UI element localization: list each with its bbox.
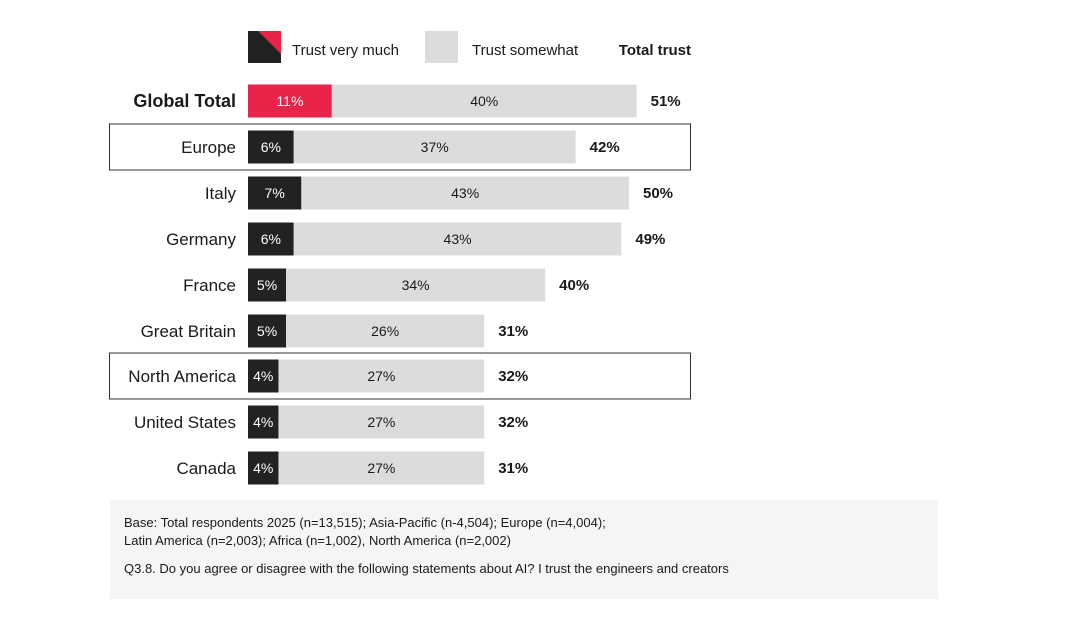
bar-trust-somewhat-italy xyxy=(301,176,629,210)
total-label-north-america: 32% xyxy=(498,368,528,385)
bar-row-united-states: United States 4% 27% 32% xyxy=(134,405,528,439)
category-label-france: France xyxy=(183,276,236,295)
data-label-trust-somewhat-europe: 37% xyxy=(421,139,449,155)
highlight-boxes xyxy=(109,123,691,400)
total-label-canada: 31% xyxy=(498,460,528,477)
legend-label-trust-very-much: Trust very much xyxy=(292,42,399,59)
data-label-trust-somewhat-canada: 27% xyxy=(367,460,395,476)
data-label-trust-somewhat-great-britain: 26% xyxy=(371,323,399,339)
bar-trust-very-much-global-total xyxy=(248,84,332,118)
footnote: Base: Total respondents 2025 (n=13,515);… xyxy=(110,500,938,599)
category-label-italy: Italy xyxy=(205,184,237,203)
total-label-france: 40% xyxy=(559,277,589,294)
bar-trust-somewhat-france xyxy=(286,268,546,302)
legend-label-total-trust: Total trust xyxy=(619,42,691,59)
legend-label-trust-somewhat: Trust somewhat xyxy=(472,42,579,59)
total-label-great-britain: 31% xyxy=(498,323,528,340)
category-label-global-total: Global Total xyxy=(133,91,236,111)
category-label-north-america: North America xyxy=(128,367,236,386)
bar-trust-somewhat-canada xyxy=(278,451,485,485)
highlight-box-north-america xyxy=(109,352,691,400)
data-label-trust-very-much-italy: 7% xyxy=(265,185,285,201)
data-label-trust-very-much-united-states: 4% xyxy=(253,414,273,430)
bar-trust-very-much-canada xyxy=(248,451,279,485)
bar-trust-somewhat-europe xyxy=(293,130,576,164)
data-label-trust-very-much-great-britain: 5% xyxy=(257,323,277,339)
bar-row-europe: Europe 6% 37% 42% xyxy=(181,130,620,164)
bar-row-canada: Canada 4% 27% 31% xyxy=(176,451,528,485)
bar-row-great-britain: Great Britain 5% 26% 31% xyxy=(141,314,528,348)
bar-trust-somewhat-north-america xyxy=(278,359,485,393)
total-label-united-states: 32% xyxy=(498,414,528,431)
category-label-europe: Europe xyxy=(181,138,236,157)
total-label-global-total: 51% xyxy=(651,93,681,110)
category-label-united-states: United States xyxy=(134,413,236,432)
legend: Trust very much Trust somewhat Total trust xyxy=(248,31,691,63)
data-label-trust-somewhat-global-total: 40% xyxy=(470,93,498,109)
legend-swatch-trust-very-much xyxy=(248,31,281,63)
bar-trust-very-much-united-states xyxy=(248,405,279,439)
footnote-question: Q3.8. Do you agree or disagree with the … xyxy=(124,561,729,576)
bar-trust-very-much-italy xyxy=(248,176,302,210)
highlight-box-europe xyxy=(109,123,691,171)
category-label-great-britain: Great Britain xyxy=(141,322,236,341)
bar-trust-very-much-france xyxy=(248,268,287,302)
total-label-europe: 42% xyxy=(590,139,620,156)
total-label-germany: 49% xyxy=(635,231,665,248)
data-label-trust-very-much-north-america: 4% xyxy=(253,368,273,384)
bar-trust-very-much-north-america xyxy=(248,359,279,393)
bar-trust-somewhat-global-total xyxy=(331,84,637,118)
bar-trust-very-much-germany xyxy=(248,222,294,256)
bar-trust-somewhat-great-britain xyxy=(286,314,485,348)
bar-trust-somewhat-united-states xyxy=(278,405,485,439)
footnote-base-line2: Latin America (n=2,003); Africa (n=1,002… xyxy=(124,533,511,548)
bar-trust-very-much-europe xyxy=(248,130,294,164)
bars: Global Total 11% 40% 51% Europe 6% 37% 42% Italy… xyxy=(128,84,681,485)
data-label-trust-very-much-global-total: 11% xyxy=(276,93,303,109)
bar-row-germany: Germany 6% 43% 49% xyxy=(166,222,665,256)
data-label-trust-very-much-europe: 6% xyxy=(261,139,281,155)
data-label-trust-somewhat-germany: 43% xyxy=(444,231,472,247)
bar-row-global-total: Global Total 11% 40% 51% xyxy=(133,84,681,118)
stacked-bar-chart: Trust very much Trust somewhat Total trust… xyxy=(109,31,691,485)
data-label-trust-somewhat-north-america: 27% xyxy=(367,368,395,384)
data-label-trust-somewhat-italy: 43% xyxy=(451,185,479,201)
bar-row-north-america: North America 4% 27% 32% xyxy=(128,359,528,393)
bar-trust-somewhat-germany xyxy=(293,222,622,256)
total-label-italy: 50% xyxy=(643,185,673,202)
bar-row-france: France 5% 34% 40% xyxy=(183,268,589,302)
data-label-trust-very-much-france: 5% xyxy=(257,277,277,293)
legend-swatch-trust-somewhat xyxy=(425,31,458,63)
legend-swatch-trust-very-much-red xyxy=(258,31,281,54)
data-label-trust-somewhat-france: 34% xyxy=(402,277,430,293)
bar-row-italy: Italy 7% 43% 50% xyxy=(205,176,673,210)
category-label-germany: Germany xyxy=(166,230,236,249)
bar-trust-very-much-great-britain xyxy=(248,314,287,348)
data-label-trust-very-much-germany: 6% xyxy=(261,231,281,247)
data-label-trust-very-much-canada: 4% xyxy=(253,460,273,476)
category-label-canada: Canada xyxy=(176,459,236,478)
data-label-trust-somewhat-united-states: 27% xyxy=(367,414,395,430)
footnote-base-line1: Base: Total respondents 2025 (n=13,515);… xyxy=(124,515,606,530)
